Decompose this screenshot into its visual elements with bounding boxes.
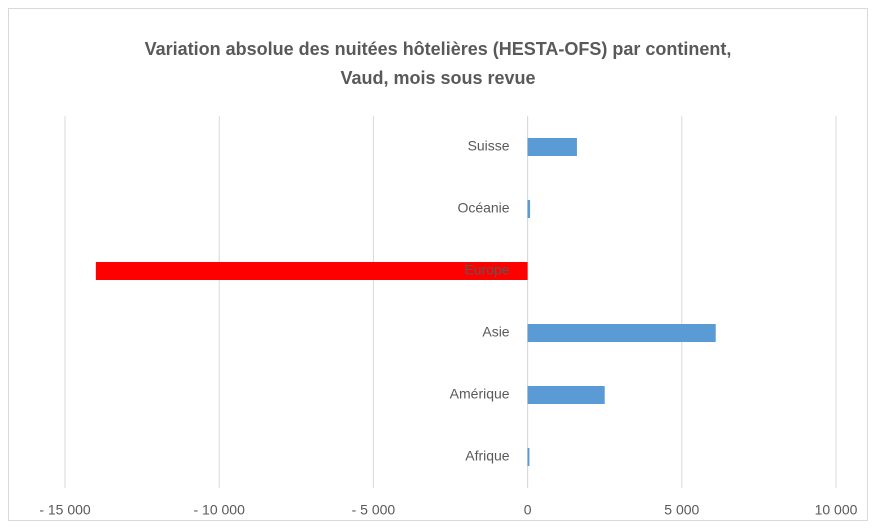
x-tick-label: - 5 000: [352, 502, 396, 518]
bar: [527, 138, 577, 156]
bar: [527, 324, 716, 342]
category-label: Suisse: [468, 138, 510, 154]
category-label: Asie: [482, 324, 509, 340]
chart-title: Vaud, mois sous revue: [340, 68, 535, 88]
x-tick-label: 10 000: [815, 502, 858, 518]
bar: [527, 200, 531, 218]
x-tick-label: 5 000: [664, 502, 699, 518]
category-label: Océanie: [457, 200, 509, 216]
category-label: Europe: [464, 262, 509, 278]
chart-title: Variation absolue des nuitées hôtelières…: [145, 39, 732, 59]
bar: [527, 386, 605, 404]
x-tick-label: 0: [524, 502, 532, 518]
x-tick-label: - 15 000: [39, 502, 91, 518]
category-label: Afrique: [465, 448, 510, 464]
category-label: Amérique: [450, 386, 510, 402]
bar: [95, 262, 528, 280]
bar: [527, 448, 530, 466]
x-tick-label: - 10 000: [194, 502, 246, 518]
